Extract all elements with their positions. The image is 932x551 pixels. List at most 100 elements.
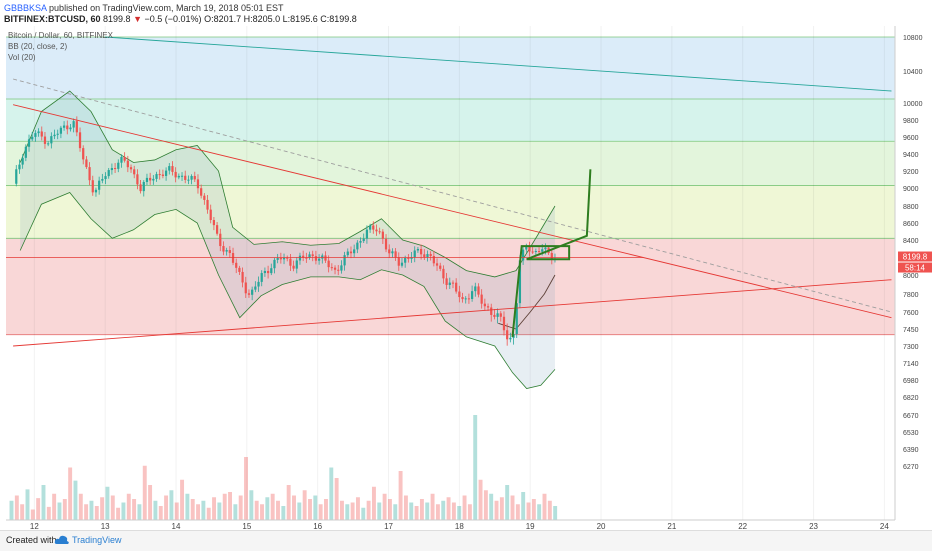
volume-bar [382,493,387,520]
candle-body [196,179,200,189]
fib-band [6,185,895,239]
price-axis[interactable]: 10800 10400 10000 9800 9600 9400 9200 9000 8800 8… [894,26,923,520]
candle-body [15,169,18,184]
candle-body [333,267,337,270]
candle-body [78,132,82,149]
candle-body [98,180,101,190]
candle-body [356,242,359,250]
time-tick-label: 12 [30,522,39,530]
fib-band [6,141,895,186]
candle-body [193,175,196,180]
candle-body [330,267,333,269]
price-tick-label: 10000 [903,101,923,108]
chart-header: GBBBKSA published on TradingView.com, Ma… [0,0,932,26]
volume-bar [489,493,494,520]
legend: Bitcoin / Dollar, 60, BITFINEX BB (20, c… [8,31,114,62]
candle-body [423,254,426,257]
bollinger-bands [19,90,556,389]
price-tick-label: 7450 [903,327,919,334]
volume-bar [473,415,478,520]
candle-body [496,313,499,317]
price-tick-label: 6820 [903,395,919,402]
bollinger-upper [19,90,556,278]
candle-body [419,249,423,255]
candle-body [298,255,302,261]
candle-body [286,257,289,259]
price-badge: 8199.8 58:14 [898,251,932,273]
volume-bar [228,492,232,520]
candle-body [168,166,171,171]
candle-body [241,271,244,283]
candle-body [149,177,152,181]
volume-bar [238,495,243,520]
volume-bar [377,502,382,520]
volume-bar [281,506,286,520]
candle-body [21,157,24,165]
volume-bar [233,504,238,520]
time-tick-label: 17 [384,522,393,530]
candle-body [429,254,432,257]
candle-body [282,257,286,260]
candle-body [107,170,110,177]
volume-bars [9,415,558,520]
fib-bands [6,36,895,336]
candle-body [133,169,136,175]
candle-body [104,176,107,180]
candle-body [117,162,120,169]
price-tick-label: 9400 [903,152,919,159]
time-axis[interactable]: 12 13 14 15 16 17 18 19 20 21 22 23 24 [6,519,895,530]
candle-body [161,174,165,176]
candle-body [155,174,158,179]
price-tick-label: 6530 [903,430,919,437]
candle-body [413,250,416,258]
candle-body [47,143,50,145]
publisher-line: GBBBKSA published on TradingView.com, Ma… [4,3,284,13]
price-tick-label: 8800 [903,204,919,211]
volume-bar [116,507,121,520]
candle-body [394,251,397,258]
candle-body [388,249,391,254]
fib-band [6,99,895,142]
candle-body [458,291,461,298]
volume-bar [419,499,424,520]
candle-body [337,269,340,271]
volume-bar [366,500,371,520]
candle-body [499,313,502,317]
candle-body [260,273,263,282]
volume-bar [451,502,456,520]
price-change: −0.5 (−0.01%) [144,14,202,24]
time-tick-label: 19 [526,522,535,530]
candle-body [455,282,458,292]
symbol-label: BITFINEX:BTCUSD, 60 [4,14,101,24]
volume-bar [105,486,110,520]
candle-body [209,209,212,221]
candle-body [509,337,512,340]
candle-body [276,258,279,260]
candle-body [270,268,273,274]
volume-bar [89,500,94,520]
volume-bar [345,504,350,520]
candle-body [365,229,369,239]
price-tick-label: 9600 [903,135,919,142]
candle-body [544,247,547,250]
price-chart[interactable]: 10800 10400 10000 9800 9600 9400 9200 9000 8800 8… [0,26,932,530]
volume-bar [371,486,376,520]
price-tick-label: 6670 [903,413,919,420]
candle-body [222,246,225,252]
volume-bar [62,499,67,520]
candle-body [372,225,375,230]
candle-body [215,225,219,234]
candle-body [273,259,276,269]
candle-body [251,289,254,295]
candle-body [59,127,63,134]
tradingview-link[interactable]: TradingView [72,535,122,545]
bollinger-lower [19,192,556,389]
candle-body [410,257,413,259]
time-tick-label: 23 [809,522,818,530]
candle-body [184,175,187,180]
candle-body [244,282,247,294]
volume-bar [254,500,259,520]
author-link[interactable]: GBBBKSA [4,3,47,13]
volume-bar [409,502,414,520]
created-with-label: Created with [6,535,57,545]
